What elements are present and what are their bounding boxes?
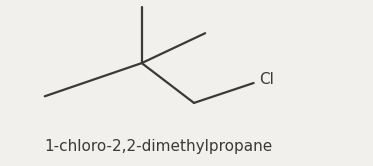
Text: 1-chloro-2,2-dimethylpropane: 1-chloro-2,2-dimethylpropane [45, 139, 273, 154]
Text: Cl: Cl [259, 72, 274, 87]
